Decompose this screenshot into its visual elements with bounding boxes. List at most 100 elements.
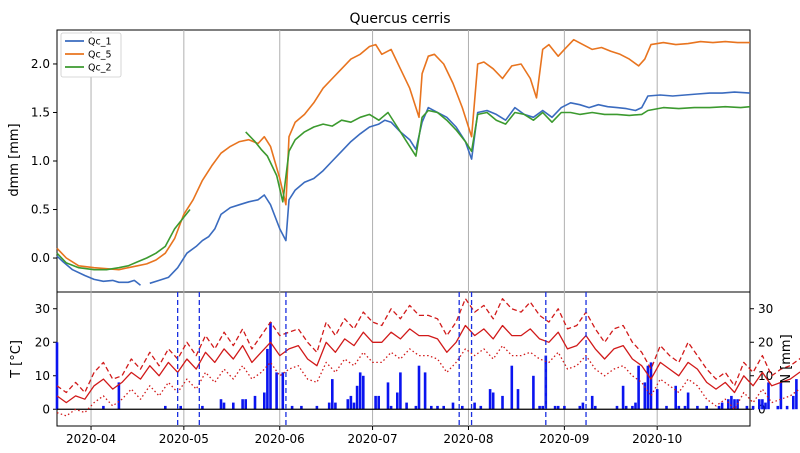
- precip-bar: [281, 372, 285, 410]
- precip-bar: [269, 322, 272, 410]
- legend-label: Qc_2: [88, 63, 112, 74]
- series-line-qc-2: [245, 105, 751, 203]
- precip-bar: [389, 405, 393, 410]
- precip-bar: [117, 382, 121, 410]
- x-tick-label: 2020-10: [632, 432, 682, 446]
- x-tick-label: 2020-04: [66, 432, 116, 446]
- top-vertical-grid: [90, 30, 658, 292]
- legend-box: [60, 32, 122, 78]
- precip-bar: [532, 375, 535, 410]
- precip-bar: [590, 395, 594, 410]
- precip-bar: [578, 405, 582, 410]
- precip-bar: [637, 365, 640, 410]
- precip-bar: [795, 379, 798, 410]
- precip-bar: [767, 382, 770, 410]
- precip-bar: [275, 372, 278, 410]
- y-tick-label: 1.5: [31, 105, 50, 119]
- precip-bar: [164, 405, 167, 410]
- series-line-qc-5: [56, 38, 750, 271]
- precip-bar: [696, 405, 699, 410]
- precip-bar: [510, 365, 514, 410]
- y-tick-label: 2.0: [31, 57, 50, 71]
- top-y-axis-label: dmm [mm]: [7, 123, 22, 196]
- temperature-mean-line: [56, 324, 800, 404]
- precip-bar: [615, 405, 619, 410]
- precip-bar: [705, 405, 708, 410]
- x-tick-label: 2020-05: [159, 432, 209, 446]
- x-tick-label: 2020-07: [347, 432, 397, 446]
- legend: Qc_1 Qc_5 Qc_2: [60, 32, 122, 78]
- precip-bar: [377, 395, 380, 410]
- x-tick-label: 2020-08: [443, 432, 493, 446]
- precip-bar: [776, 405, 780, 410]
- precip-bar: [355, 385, 359, 410]
- precip-bar: [334, 402, 337, 410]
- bottom-left-y-axis: 0 10 20 30: [35, 302, 57, 416]
- precip-bar: [563, 405, 566, 410]
- right-y-tick-label: 30: [758, 302, 773, 316]
- precip-bar: [179, 405, 182, 410]
- temperature-min-line: [56, 344, 800, 417]
- precip-bar: [201, 405, 204, 410]
- precip-bar: [349, 395, 353, 410]
- chart-title: Quercus cerris: [349, 11, 450, 27]
- precip-bar: [720, 402, 724, 410]
- precip-bar: [665, 405, 668, 410]
- precip-bar: [501, 395, 504, 410]
- precip-bar: [232, 402, 235, 410]
- precip-bar: [263, 392, 266, 410]
- precip-bar: [779, 382, 783, 410]
- precip-bar: [764, 402, 767, 410]
- legend-label: Qc_1: [88, 37, 112, 48]
- precip-bar: [346, 399, 350, 410]
- precip-bar: [649, 362, 653, 410]
- precip-bar: [417, 365, 421, 410]
- precip-bar: [222, 402, 226, 410]
- precip-bar: [362, 375, 365, 410]
- precip-bar: [538, 405, 541, 410]
- precip-bar: [473, 402, 476, 410]
- precip-bar: [315, 405, 319, 410]
- precip-bar: [436, 405, 439, 410]
- y-tick-label: 10: [35, 369, 50, 383]
- precip-bar: [634, 402, 637, 410]
- precip-bar: [581, 402, 585, 410]
- precip-bar: [643, 382, 647, 410]
- precip-bar: [727, 399, 730, 410]
- event-lines: [177, 292, 587, 426]
- precip-bar: [624, 405, 628, 410]
- precip-bar: [300, 405, 303, 410]
- x-tick-label: 2020-06: [255, 432, 305, 446]
- series-line-qc-2: [56, 209, 191, 271]
- precip-bar: [730, 395, 733, 410]
- precip-bar: [761, 399, 764, 410]
- precip-bar: [751, 405, 755, 410]
- precip-bar: [374, 395, 377, 410]
- y-tick-label: 1.0: [31, 154, 50, 168]
- precip-bar: [430, 405, 433, 410]
- precip-bar: [386, 382, 390, 410]
- precip-bar: [556, 405, 560, 410]
- y-tick-label: 0.5: [31, 203, 50, 217]
- precip-bar: [516, 389, 520, 410]
- bottom-right-y-axis-label: N [mm]: [779, 334, 794, 383]
- x-axis: 2020-04 2020-05 2020-06 2020-07 2020-08 2020-…: [66, 426, 682, 446]
- bottom-vertical-grid: [90, 292, 658, 426]
- precip-bar: [399, 372, 402, 410]
- precip-bar: [461, 405, 464, 410]
- precip-bar: [414, 405, 418, 410]
- legend-label: Qc_5: [88, 50, 112, 61]
- precip-bar: [646, 365, 650, 410]
- precip-bar: [674, 385, 677, 410]
- series-line-qc-1: [56, 255, 141, 286]
- precip-bar: [253, 395, 257, 410]
- precip-bar: [266, 348, 269, 410]
- y-tick-label: 30: [35, 302, 50, 316]
- top-y-axis: 0.0 0.5 1.0 1.5 2.0: [31, 57, 57, 265]
- precip-bar: [686, 392, 690, 410]
- right-y-tick-label: 20: [758, 335, 773, 349]
- precip-bar: [553, 405, 557, 410]
- precip-bar: [488, 389, 492, 410]
- precip-bar: [102, 405, 105, 410]
